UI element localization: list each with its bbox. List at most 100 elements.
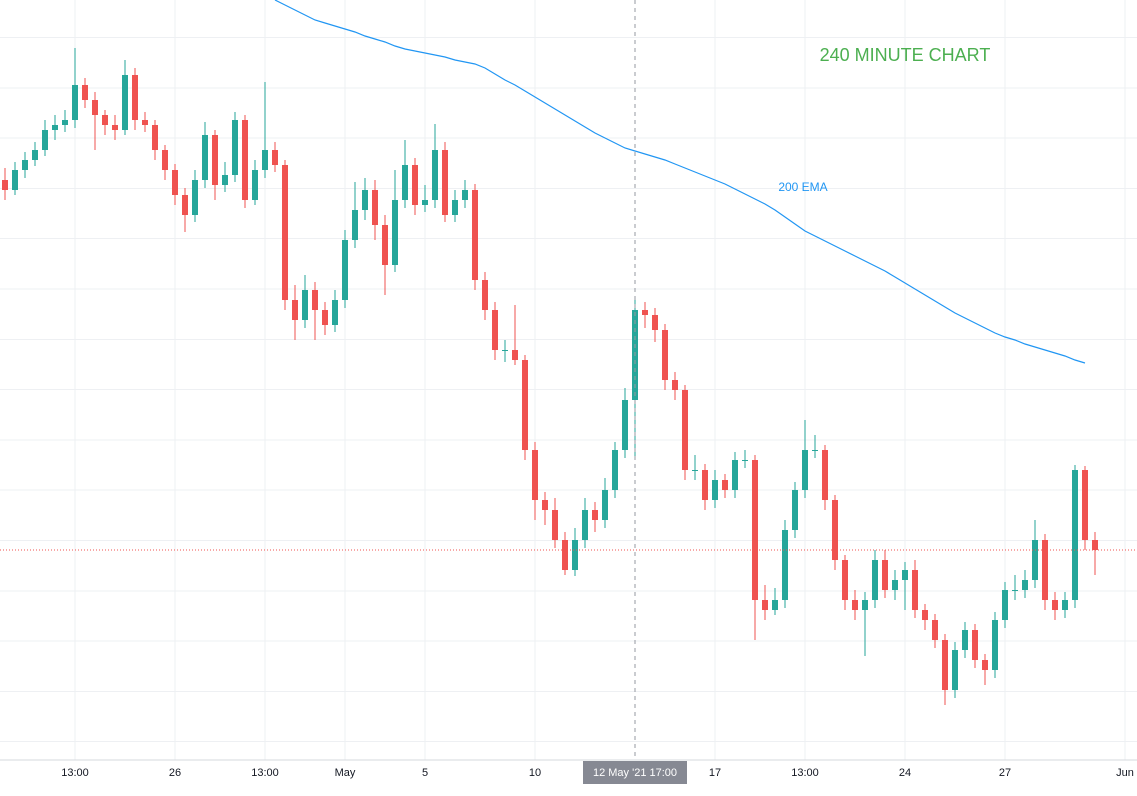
candle-body (712, 480, 718, 500)
candle-body (142, 120, 148, 125)
candle-body (932, 620, 938, 640)
candle-body (262, 150, 268, 170)
candle-body (412, 165, 418, 205)
candle-body (272, 150, 278, 165)
candle-body (762, 600, 768, 610)
candle-body (42, 130, 48, 150)
candle-body (372, 190, 378, 225)
candle-body (282, 165, 288, 300)
x-tick-label: 5 (422, 767, 428, 779)
candle-body (1002, 590, 1008, 620)
candle-body (1052, 600, 1058, 610)
candle-body (722, 480, 728, 490)
candle-body (442, 150, 448, 215)
candle-body (802, 450, 808, 490)
candle-body (922, 610, 928, 620)
candle-body (122, 75, 128, 130)
candle-body (322, 310, 328, 325)
candle-body (552, 510, 558, 540)
candle-body (532, 450, 538, 500)
x-axis-area (0, 760, 1137, 796)
candle-body (992, 620, 998, 670)
candle-body (862, 600, 868, 610)
x-tick-label: 13:00 (61, 767, 89, 779)
candle-body (422, 200, 428, 205)
candle-body (502, 350, 508, 351)
candle-body (452, 200, 458, 215)
candle-body (1032, 540, 1038, 580)
candle-body (842, 560, 848, 600)
candle-body (732, 460, 738, 490)
candle-body (902, 570, 908, 580)
x-tick-label: 17 (709, 767, 721, 779)
candle-body (92, 100, 98, 115)
candle-body (582, 510, 588, 540)
candle-body (892, 580, 898, 590)
x-tick-label: May (335, 767, 356, 779)
candle-body (852, 600, 858, 610)
candle-body (252, 170, 258, 200)
candle-body (752, 460, 758, 600)
candle-body (392, 200, 398, 265)
candle-body (792, 490, 798, 530)
candle-body (622, 400, 628, 450)
candle-body (982, 660, 988, 670)
candle-body (222, 175, 228, 185)
candle-body (312, 290, 318, 310)
x-tick-label: 10 (529, 767, 541, 779)
candle-body (112, 125, 118, 130)
candle-body (1092, 540, 1098, 550)
candle-body (482, 280, 488, 310)
candle-body (1072, 470, 1078, 600)
ema-line (274, 0, 1086, 364)
candle-body (72, 85, 78, 120)
candle-body (562, 540, 568, 570)
x-tick-label: Jun (1116, 767, 1134, 779)
candle-body (1042, 540, 1048, 600)
candle-body (32, 150, 38, 160)
x-tick-label: 27 (999, 767, 1011, 779)
crosshair-label-box (583, 761, 687, 784)
candle-body (12, 170, 18, 190)
candle-body (972, 630, 978, 660)
candle-body (62, 120, 68, 125)
candle-body (302, 290, 308, 320)
candle-body (472, 190, 478, 280)
candle-body (782, 530, 788, 600)
candle-body (82, 85, 88, 100)
candle-body (702, 470, 708, 500)
candle-body (462, 190, 468, 200)
candle-body (52, 125, 58, 130)
candle-body (242, 120, 248, 200)
candle-body (1062, 600, 1068, 610)
candle-body (342, 240, 348, 300)
candle-body (612, 450, 618, 490)
candle-body (942, 640, 948, 690)
candle-body (542, 500, 548, 510)
candle-body (132, 75, 138, 120)
candle-body (822, 450, 828, 500)
candle-body (832, 500, 838, 560)
candle-body (232, 120, 238, 175)
candle-body (102, 115, 108, 125)
candle-body (202, 135, 208, 180)
candle-body (1012, 590, 1018, 591)
candle-body (432, 150, 438, 200)
candle-body (22, 160, 28, 170)
candle-body (962, 630, 968, 650)
candle-body (192, 180, 198, 215)
candle-body (492, 310, 498, 350)
candle-body (912, 570, 918, 610)
candle-body (212, 135, 218, 185)
candle-body (522, 360, 528, 450)
candle-body (592, 510, 598, 520)
candle-body (602, 490, 608, 520)
candle-body (292, 300, 298, 320)
candle-body (2, 180, 8, 190)
candle-body (512, 350, 518, 360)
candle-body (402, 165, 408, 200)
candle-body (572, 540, 578, 570)
candle-body (352, 210, 358, 240)
ema-label: 200 EMA (778, 180, 827, 194)
